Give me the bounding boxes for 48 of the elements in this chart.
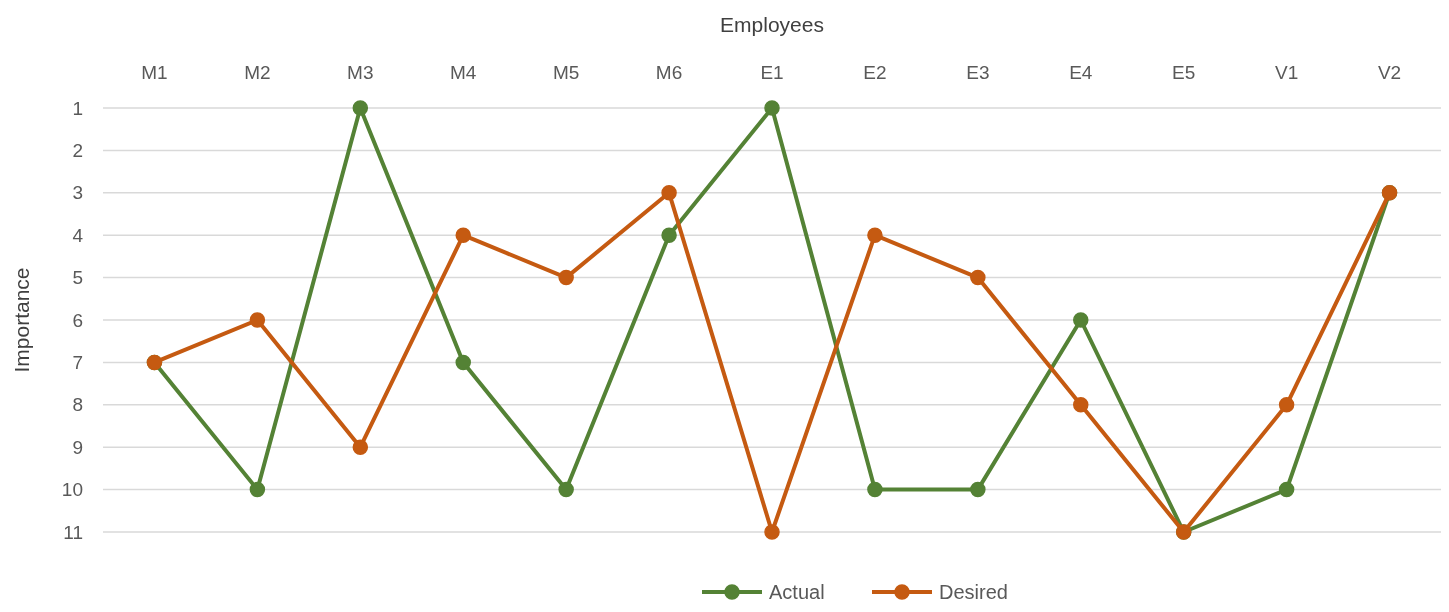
point: [352, 100, 369, 116]
y-tick-label: 11: [63, 521, 83, 543]
y-tick-label: 9: [72, 436, 83, 458]
y-axis-title: Importance: [10, 267, 34, 373]
x-tick-label: E5: [1172, 61, 1196, 83]
point: [1073, 312, 1089, 328]
point: [1073, 397, 1089, 413]
point: [867, 227, 883, 243]
x-tick-label: M6: [655, 61, 683, 83]
point: [558, 269, 574, 286]
x-axis-title: Employees: [720, 13, 824, 37]
y-tick-label: 1: [72, 97, 83, 119]
point: [970, 481, 986, 498]
point: [352, 439, 369, 455]
x-tick-label: E1: [760, 61, 784, 83]
x-tick-label: M2: [244, 61, 271, 83]
x-tick-label: E4: [1069, 61, 1093, 83]
point: [1278, 397, 1295, 413]
point: [661, 185, 677, 201]
point: [970, 269, 986, 286]
point: [661, 227, 677, 243]
x-tick-label: V2: [1377, 61, 1402, 83]
y-tick-label: 10: [61, 479, 83, 501]
point: [764, 524, 780, 540]
point: [249, 312, 266, 328]
point: [1278, 481, 1295, 498]
point: [867, 481, 883, 498]
point: [558, 481, 574, 498]
point: [249, 481, 266, 498]
y-tick-label: 6: [72, 309, 83, 331]
x-tick-label: M4: [450, 61, 477, 83]
x-tick-label: M3: [347, 61, 374, 83]
point: [764, 100, 780, 116]
point: [455, 354, 471, 371]
x-tick-label: M5: [552, 61, 580, 83]
x-tick-label: V1: [1274, 61, 1299, 83]
point: [455, 227, 471, 243]
y-tick-label: 4: [72, 224, 84, 246]
x-tick-label: E2: [863, 61, 887, 83]
y-tick-label: 5: [72, 267, 83, 289]
y-tick-label: 8: [72, 394, 83, 416]
y-tick-label: 2: [72, 140, 83, 162]
y-tick-label: 7: [72, 352, 83, 374]
y-tick-label: 3: [72, 182, 83, 204]
legend-label: Desired: [939, 581, 1008, 603]
x-tick-label: M1: [141, 61, 168, 83]
x-tick-label: E3: [966, 61, 990, 83]
legend-label: Actual: [769, 581, 825, 603]
